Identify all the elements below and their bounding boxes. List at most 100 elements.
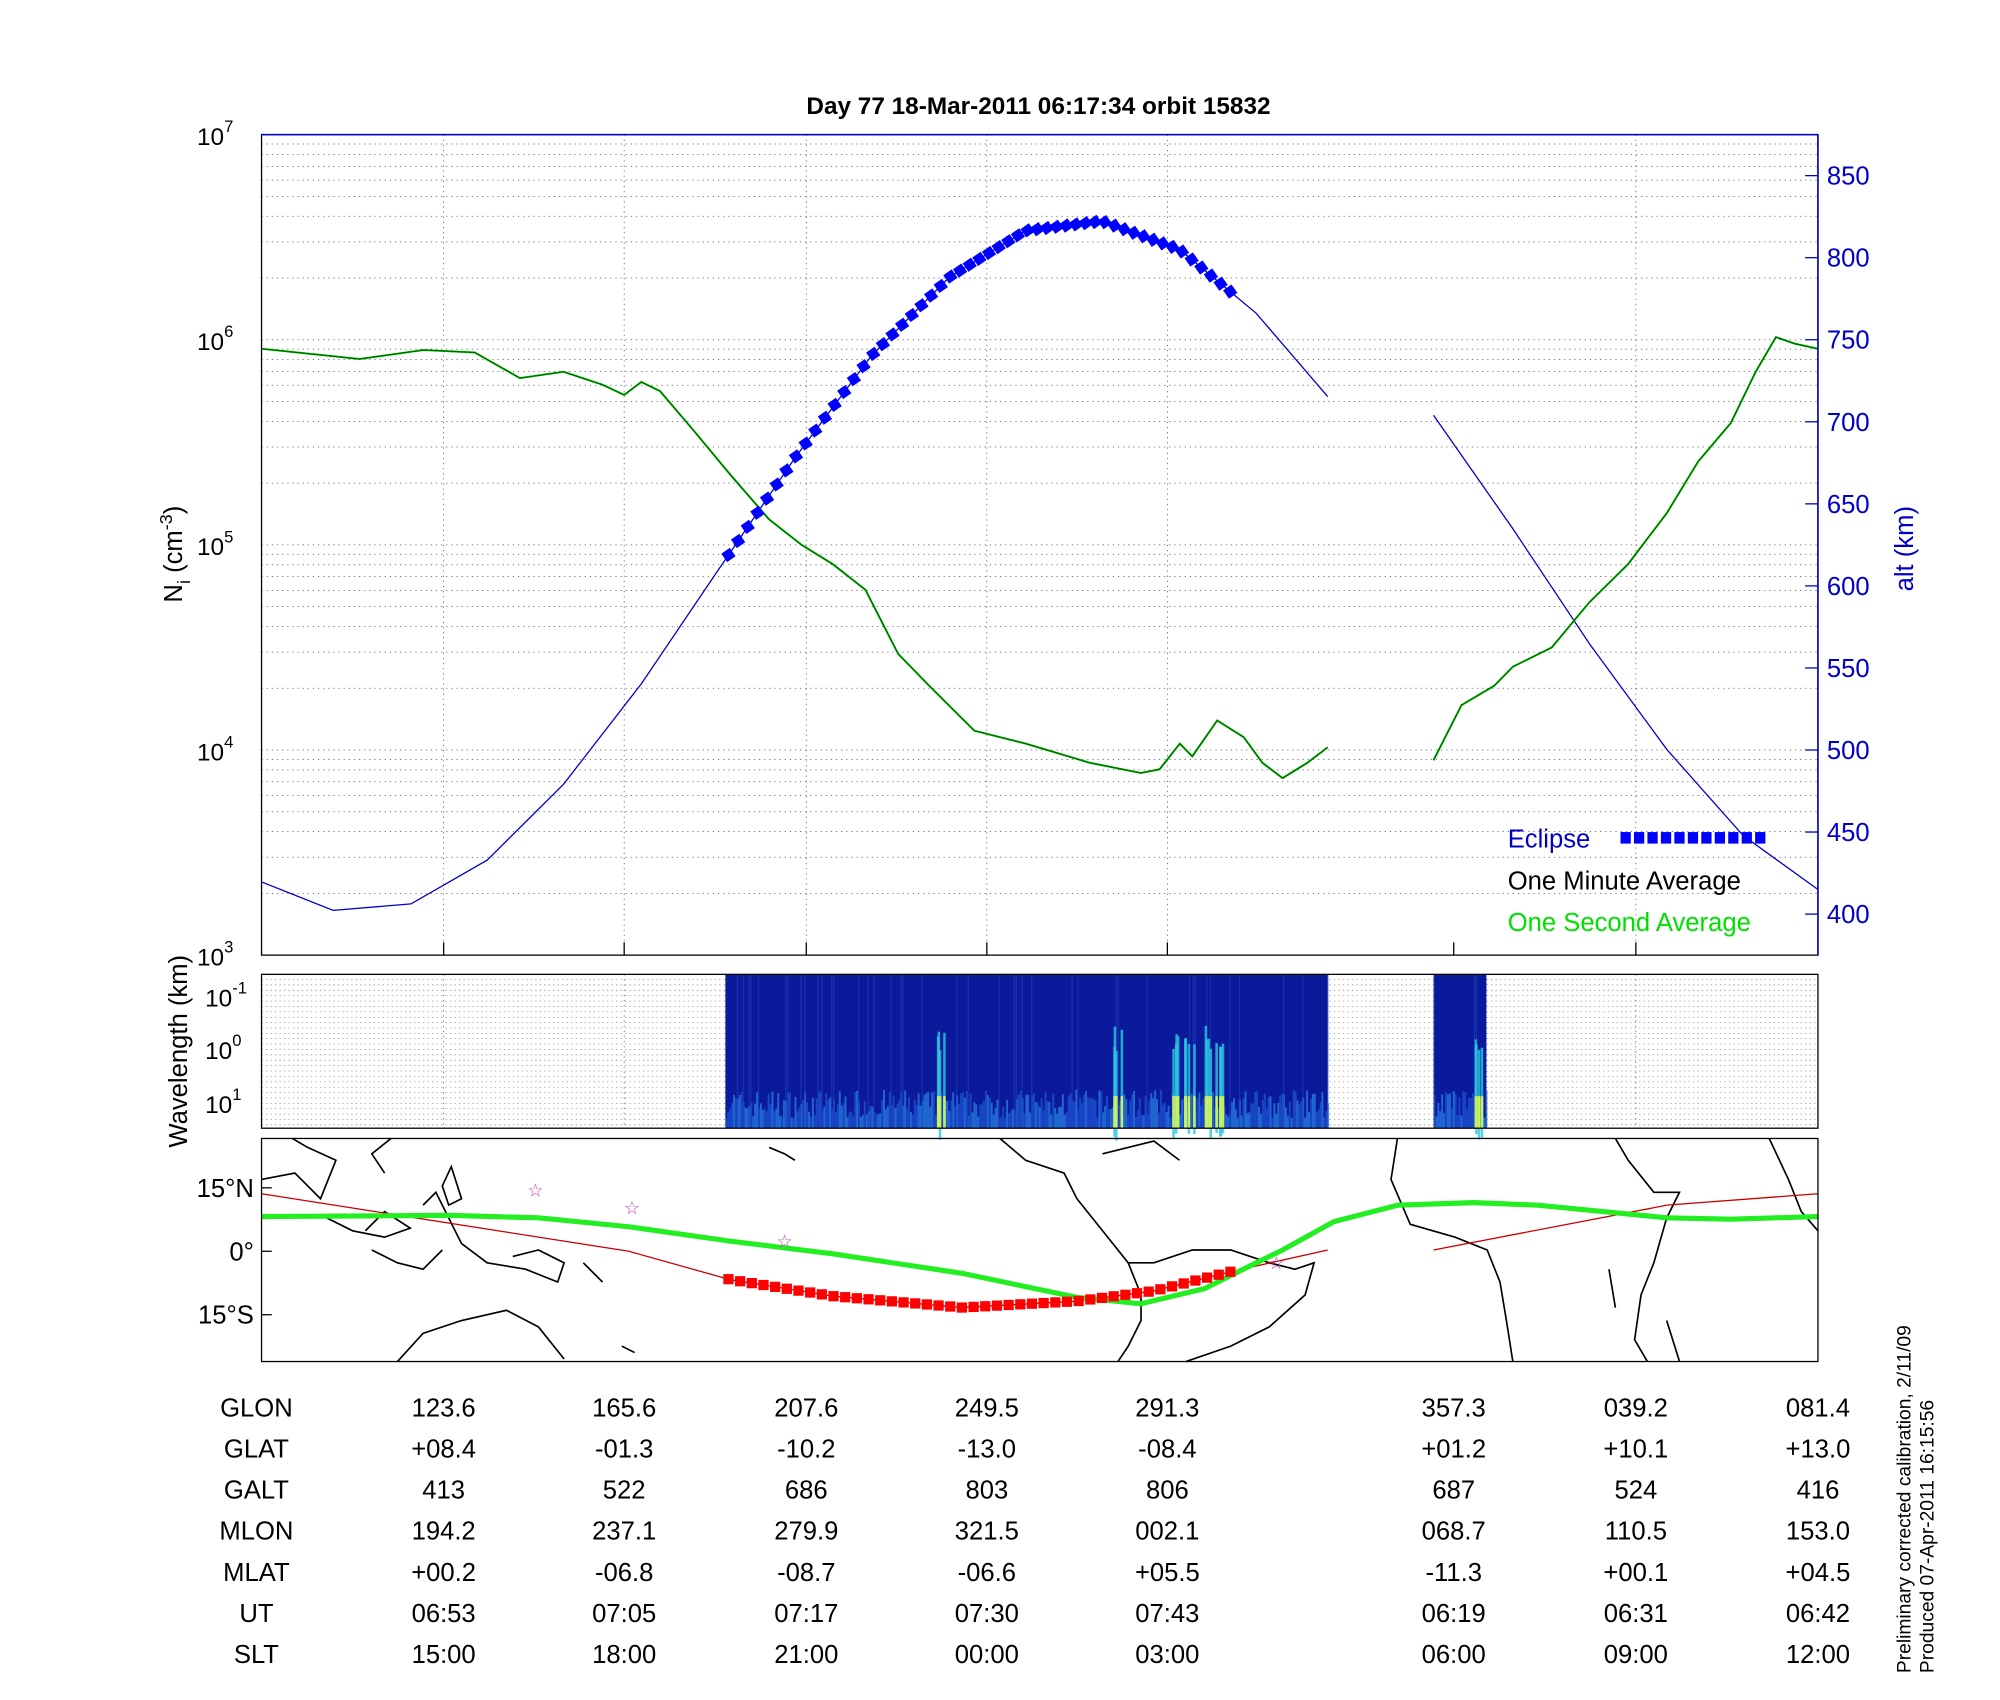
spectrogram-peak [1172,1096,1175,1129]
spectrogram-column [1106,1095,1109,1129]
table-cell: +01.2 [1421,1436,1486,1464]
spectrogram-column [1281,1093,1284,1129]
spectrogram-stripe [1117,974,1119,1129]
spectrogram-column [1090,1098,1093,1129]
spectrogram-column [984,1090,987,1129]
spectrogram-column [915,1105,918,1129]
spectrogram-column [1161,1104,1164,1129]
eclipse-marker [779,463,794,478]
spectrogram-peak [1205,1096,1209,1129]
one-second-average-line [261,347,1329,780]
table-cell: 249.5 [955,1395,1019,1423]
spectrogram-bright [1184,1037,1188,1128]
spectrogram-peak [1215,1096,1218,1129]
spectrogram-peak [937,1096,941,1129]
spectrogram-column [1023,1113,1026,1129]
spectrogram-column [771,1091,774,1129]
alt-tick-label: 600 [1827,573,1870,601]
spectrogram-column [819,1091,822,1129]
eclipse-track-marker [758,1279,769,1291]
spectrogram-column [1277,1103,1280,1129]
spectrogram-peak [1120,1096,1124,1129]
eclipse-legend-square [1660,832,1672,844]
spectrogram-column [1227,1116,1230,1129]
eclipse-track-marker [828,1291,839,1302]
eclipse-track-marker [851,1293,862,1304]
spectrogram-bright [1175,1034,1178,1125]
spectrogram-column [1084,1091,1087,1129]
spectrogram-column [740,1091,743,1129]
spectrogram-column [1446,1094,1449,1129]
eclipse-track-marker [770,1281,781,1293]
table-cell: 07:05 [592,1600,656,1628]
spectrogram-column [1273,1103,1276,1129]
spectrogram-column [1181,1099,1184,1129]
eclipse-track-marker [1143,1286,1154,1297]
spectrogram-column [1154,1090,1157,1129]
station-star-icon: ☆ [776,1232,792,1252]
spectrogram-column [973,1102,976,1129]
spectrogram-column [1300,1101,1303,1129]
eclipse-track-marker [898,1297,909,1308]
spectrogram-bright [1193,1044,1196,1135]
spectrogram-column [950,1100,953,1129]
magnetic-equator-line [261,1200,1819,1307]
eclipse-track-marker [1026,1298,1038,1309]
spectrogram-column [752,1116,755,1129]
table-cell: 110.5 [1605,1518,1667,1546]
spectrogram-column [1294,1091,1297,1129]
spectrogram-column [879,1113,882,1129]
eclipse-marker [798,436,813,451]
spectrogram-column [1027,1094,1030,1129]
eclipse-legend-square [1674,832,1685,844]
spectrogram-column [908,1097,910,1129]
table-cell: -06.8 [595,1559,653,1587]
spectrogram-bright [1205,1039,1209,1130]
spectrogram-column [852,1115,855,1129]
eclipse-marker [1039,220,1055,236]
table-cell: 522 [603,1477,646,1505]
table-cell: 081.4 [1786,1395,1850,1423]
spectrogram-column [1271,1117,1274,1129]
spectrogram-stripe [736,974,739,1129]
table-cell: -01.3 [595,1436,653,1464]
spectrogram-column [1008,1113,1010,1129]
spectrogram-column [1445,1092,1447,1129]
eclipse-marker [1030,222,1045,237]
spectrogram-column [863,1100,866,1129]
spectrogram-column [929,1106,932,1129]
table-cell: 07:43 [1135,1600,1199,1628]
eclipse-track-marker [886,1296,898,1307]
spectrogram-column [1134,1116,1137,1129]
map-panel: ☆ ☆ ☆ ☆ 15°N 0° 15°S [197,1137,1819,1363]
spectrogram-column [952,1092,955,1129]
spectrogram-peak [1184,1096,1188,1129]
table-cell: -13.0 [958,1436,1016,1464]
spectrogram-column [1054,1108,1057,1129]
spectrogram-stripe [1031,974,1033,1129]
spectrogram-column [733,1094,735,1129]
eclipse-track-marker [746,1278,757,1289]
table-cell: 687 [1432,1477,1475,1505]
spectrogram-column [1485,1090,1488,1129]
spectrogram-column [871,1106,874,1129]
eclipse-marker [750,505,765,520]
table-cell: 12:00 [1786,1641,1850,1669]
spectrogram-bright [1113,1026,1117,1117]
spectrogram-column [783,1100,785,1129]
spectrogram-column [1267,1097,1270,1129]
spectrogram-peak [1187,1096,1191,1129]
spectrogram-column [798,1107,801,1129]
table-cell: 06:31 [1604,1600,1668,1628]
table-cell: 806 [1146,1477,1189,1505]
table-cell: +04.5 [1786,1559,1851,1587]
eclipse-track-marker [980,1301,991,1312]
table-cell: 15:00 [412,1641,476,1669]
spectrogram-stripe [786,974,789,1129]
spectrogram-column [1321,1092,1324,1129]
spectrogram-column [1033,1093,1035,1129]
spectrogram-column [788,1092,791,1129]
eclipse-track-marker [1201,1272,1213,1283]
table-row-label: GALT [224,1477,289,1505]
